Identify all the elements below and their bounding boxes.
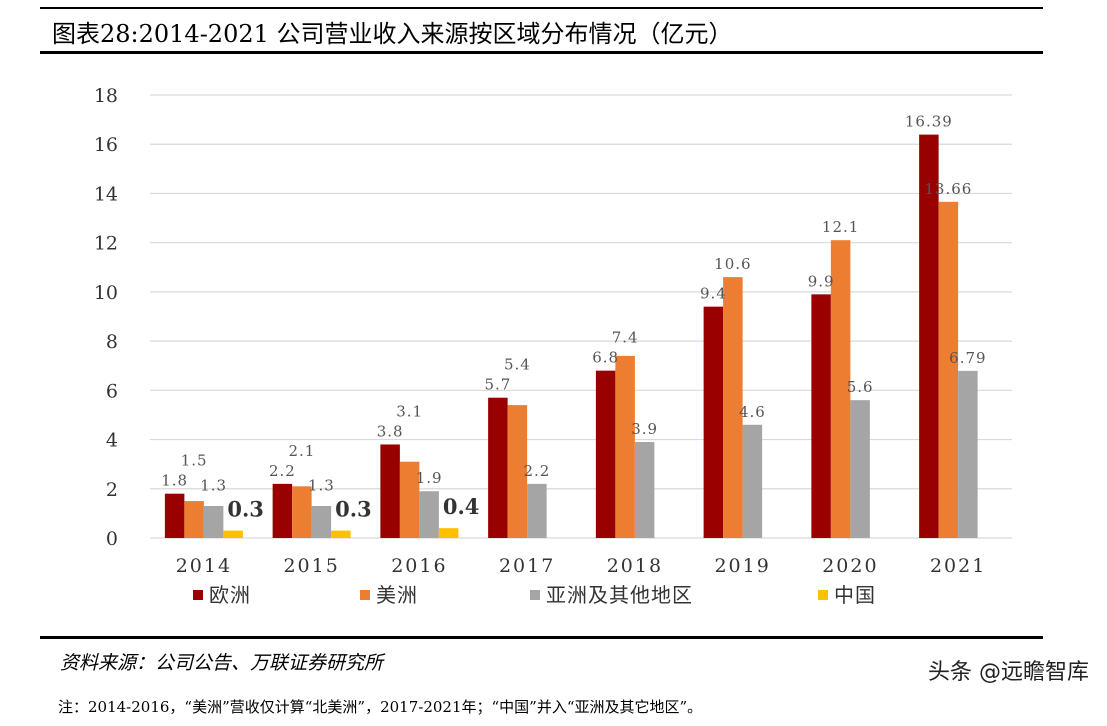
title-rule (40, 51, 1043, 54)
data-label: 1.3 (200, 477, 227, 495)
bar-美洲 (184, 501, 204, 538)
chart-title: 图表28:2014-2021 公司营业收入来源按区域分布情况（亿元） (52, 20, 733, 48)
bar-欧洲 (703, 306, 724, 538)
bar-中国 (223, 530, 243, 538)
bar-欧洲 (380, 444, 400, 538)
x-tick-label: 2018 (607, 555, 663, 577)
data-label: 2.2 (523, 462, 550, 480)
data-label: 9.4 (700, 285, 727, 303)
bar-欧洲 (919, 134, 939, 538)
y-tick-label: 0 (106, 528, 118, 550)
bar-欧洲 (488, 397, 508, 538)
bar-亚洲及其他地区 (850, 400, 870, 538)
x-tick-label: 2015 (283, 555, 339, 577)
data-label: 10.6 (714, 255, 751, 273)
data-label: 1.9 (416, 469, 443, 487)
x-tick-label: 2019 (714, 555, 770, 577)
note-text: 注：2014-2016，“美洲”营收仅计算“北美洲”，2017-2021年；“中… (58, 698, 703, 716)
x-tick-label: 2021 (930, 555, 986, 577)
y-tick-label: 16 (94, 134, 118, 156)
bar-中国 (438, 528, 459, 538)
x-tick-label: 2020 (822, 555, 878, 577)
legend-swatch (193, 590, 203, 600)
data-label: 0.3 (227, 497, 264, 522)
legend-label: 中国 (834, 583, 876, 607)
data-label: 1.5 (181, 452, 208, 470)
bar-美洲 (399, 461, 420, 538)
source-text: 资料来源：公司公告、万联证券研究所 (60, 652, 384, 674)
bar-亚洲及其他地区 (203, 506, 224, 538)
x-tick-label: 2016 (391, 555, 447, 577)
watermark: 头条 @远瞻智库 (928, 660, 1089, 685)
bar-欧洲 (811, 294, 831, 538)
legend-swatch (818, 590, 828, 600)
bar-亚洲及其他地区 (419, 491, 439, 538)
data-label: 1.8 (161, 472, 188, 490)
x-tick-label: 2014 (176, 555, 232, 577)
data-label: 6.8 (592, 349, 619, 367)
data-label: 12.1 (822, 218, 859, 236)
data-label: 1.3 (308, 477, 335, 495)
y-tick-label: 18 (94, 85, 118, 107)
data-label: 16.39 (905, 113, 953, 131)
data-label: 0.4 (443, 494, 480, 519)
bar-美洲 (938, 201, 959, 538)
data-label: 5.6 (847, 378, 874, 396)
y-tick-label: 12 (94, 233, 118, 255)
legend-label: 美洲 (376, 583, 418, 607)
bar-欧洲 (595, 370, 616, 538)
top-rule (40, 7, 1043, 9)
y-tick-label: 10 (94, 282, 118, 304)
data-label: 9.9 (808, 272, 835, 290)
bar-美洲 (830, 240, 851, 538)
bar-中国 (331, 530, 351, 538)
bar-欧洲 (272, 483, 293, 538)
y-tick-label: 2 (106, 479, 118, 501)
bar-美洲 (723, 277, 743, 538)
data-label: 2.1 (288, 442, 315, 460)
bar-欧洲 (164, 493, 185, 538)
bar-亚洲及其他地区 (311, 506, 332, 538)
data-label: 6.79 (949, 349, 986, 367)
data-label: 0.3 (335, 497, 372, 522)
data-label: 3.8 (377, 422, 404, 440)
bar-亚洲及其他地区 (958, 370, 978, 538)
bottom-rule (40, 636, 1043, 639)
data-label: 5.4 (504, 356, 531, 374)
bar-亚洲及其他地区 (742, 424, 763, 538)
data-label: 2.2 (269, 462, 296, 480)
data-label: 4.6 (739, 403, 766, 421)
bar-亚洲及其他地区 (527, 483, 547, 538)
y-tick-label: 4 (106, 430, 118, 452)
y-tick-label: 8 (106, 331, 118, 353)
legend-swatch (530, 590, 540, 600)
bar-chart: 0 2 4 6 8 10 12 14 16 18 2014 2015 2016 2017 2018 2019 2… (94, 85, 1012, 607)
y-tick-label: 6 (106, 380, 118, 402)
legend-label: 亚洲及其他地区 (546, 583, 693, 607)
data-label: 5.7 (484, 376, 511, 394)
bar-亚洲及其他地区 (634, 442, 655, 538)
bar-美洲 (507, 405, 528, 538)
data-label: 13.66 (924, 180, 972, 198)
x-tick-label: 2017 (499, 555, 555, 577)
data-label: 7.4 (612, 329, 639, 347)
data-label: 3.1 (396, 402, 423, 420)
bar-美洲 (615, 355, 635, 538)
bar-美洲 (292, 486, 312, 538)
legend-swatch (360, 590, 370, 600)
data-label: 3.9 (631, 420, 658, 438)
legend-label: 欧洲 (209, 583, 251, 607)
y-tick-label: 14 (94, 183, 118, 205)
